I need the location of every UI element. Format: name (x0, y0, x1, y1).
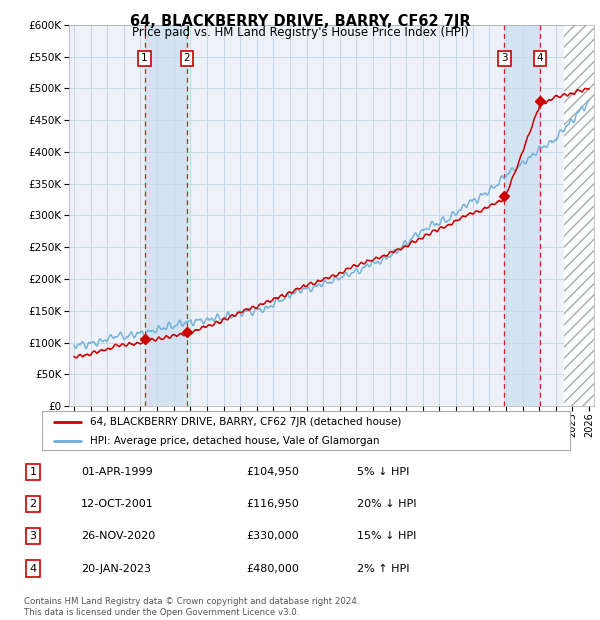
Text: 64, BLACKBERRY DRIVE, BARRY, CF62 7JR (detached house): 64, BLACKBERRY DRIVE, BARRY, CF62 7JR (d… (89, 417, 401, 427)
Text: 2: 2 (29, 499, 37, 509)
Text: 01-APR-1999: 01-APR-1999 (81, 467, 153, 477)
Text: HPI: Average price, detached house, Vale of Glamorgan: HPI: Average price, detached house, Vale… (89, 436, 379, 446)
Text: 3: 3 (501, 53, 508, 63)
Text: 5% ↓ HPI: 5% ↓ HPI (357, 467, 409, 477)
Text: 15% ↓ HPI: 15% ↓ HPI (357, 531, 416, 541)
Text: 64, BLACKBERRY DRIVE, BARRY, CF62 7JR: 64, BLACKBERRY DRIVE, BARRY, CF62 7JR (130, 14, 470, 29)
Text: 26-NOV-2020: 26-NOV-2020 (81, 531, 155, 541)
Text: £330,000: £330,000 (246, 531, 299, 541)
Text: 1: 1 (29, 467, 37, 477)
Bar (505, 25, 540, 406)
Text: 12-OCT-2001: 12-OCT-2001 (81, 499, 154, 509)
Text: 20-JAN-2023: 20-JAN-2023 (81, 564, 151, 574)
Bar (564, 25, 594, 406)
Bar (564, 25, 594, 406)
Text: £116,950: £116,950 (246, 499, 299, 509)
Text: 20% ↓ HPI: 20% ↓ HPI (357, 499, 416, 509)
Text: 2: 2 (184, 53, 190, 63)
Text: 1: 1 (141, 53, 148, 63)
Text: £104,950: £104,950 (246, 467, 299, 477)
Bar (145, 25, 187, 406)
Text: £480,000: £480,000 (246, 564, 299, 574)
Text: 4: 4 (29, 564, 37, 574)
Text: Contains HM Land Registry data © Crown copyright and database right 2024.: Contains HM Land Registry data © Crown c… (24, 597, 359, 606)
Text: Price paid vs. HM Land Registry's House Price Index (HPI): Price paid vs. HM Land Registry's House … (131, 26, 469, 39)
Text: 3: 3 (29, 531, 37, 541)
Text: 2% ↑ HPI: 2% ↑ HPI (357, 564, 409, 574)
Text: 4: 4 (536, 53, 544, 63)
Text: This data is licensed under the Open Government Licence v3.0.: This data is licensed under the Open Gov… (24, 608, 299, 617)
